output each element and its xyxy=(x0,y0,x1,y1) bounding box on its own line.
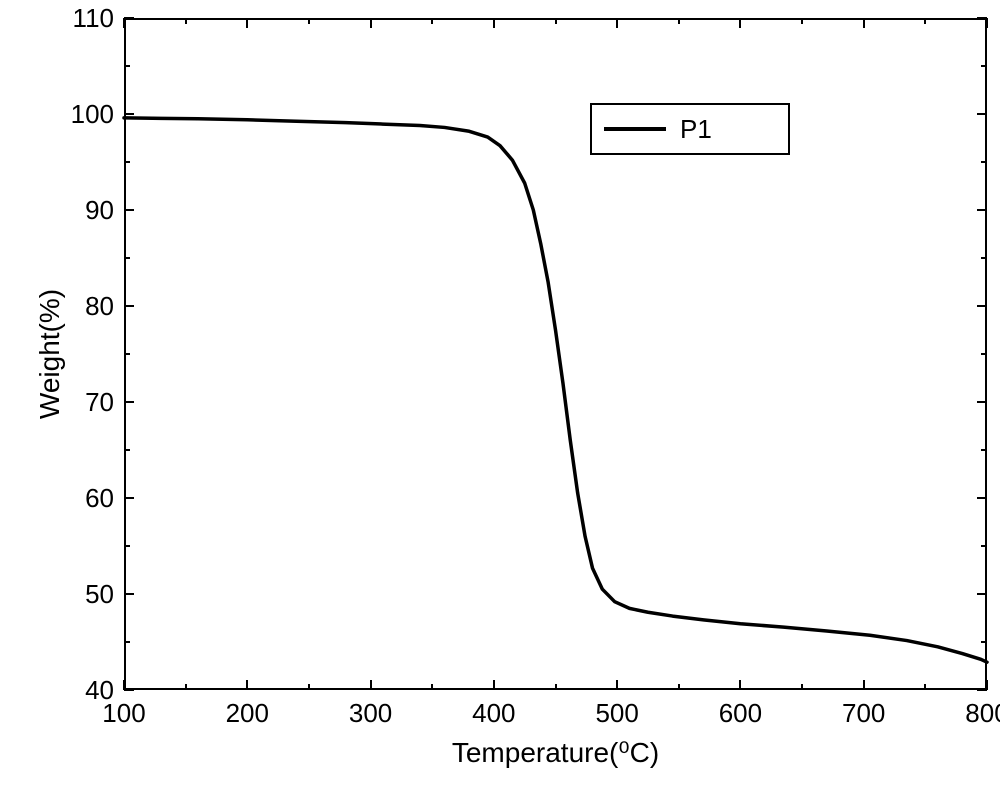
tga-chart: 1002003004005006007008004050607080901001… xyxy=(0,0,1000,799)
legend-swatch xyxy=(604,127,666,131)
series-layer xyxy=(0,0,1000,799)
series-line xyxy=(124,118,987,662)
legend-label: P1 xyxy=(680,114,712,145)
